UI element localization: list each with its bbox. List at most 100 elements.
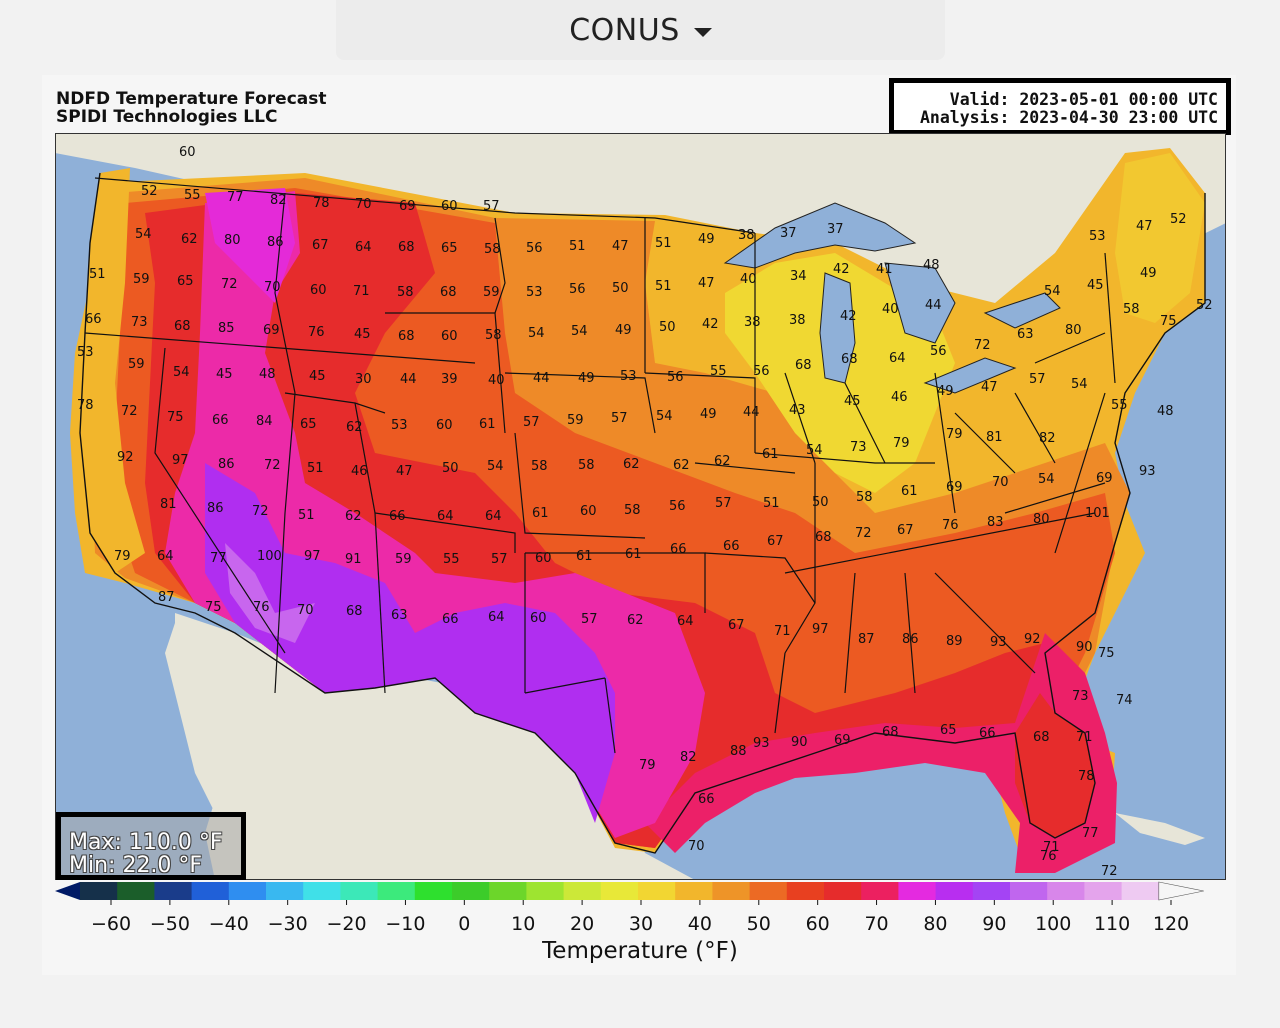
station-value-label: 72 [221, 277, 238, 292]
station-value-label: 97 [172, 453, 189, 468]
station-value-label: 68 [882, 725, 899, 740]
analysis-time: Analysis: 2023-04-30 23:00 UTC [919, 108, 1218, 127]
colorbar-tick-label: 100 [1035, 913, 1071, 935]
station-value-label: 77 [1082, 826, 1099, 841]
station-value-label: 54 [135, 227, 152, 242]
station-value-label: 86 [902, 632, 919, 647]
station-value-label: 83 [987, 515, 1004, 530]
station-value-label: 75 [205, 600, 222, 615]
colorbar-tick-label: 70 [864, 913, 888, 935]
station-value-label: 90 [1076, 640, 1093, 655]
station-value-label: 53 [620, 369, 637, 384]
station-value-label: 48 [259, 367, 276, 382]
station-value-label: 72 [121, 404, 138, 419]
colorbar-tick-label: −40 [209, 913, 249, 935]
station-value-label: 79 [946, 427, 963, 442]
station-value-label: 58 [1123, 302, 1140, 317]
station-value-label: 86 [218, 457, 235, 472]
station-value-label: 58 [397, 285, 414, 300]
station-value-label: 87 [858, 632, 875, 647]
temp-band-90s [205, 463, 615, 823]
cuba [1115, 813, 1205, 845]
station-value-label: 61 [625, 547, 642, 562]
station-value-label: 49 [700, 407, 717, 422]
colorbar-cell [154, 882, 193, 900]
station-value-label: 69 [834, 733, 851, 748]
map-frame [55, 133, 1226, 880]
station-value-label: 81 [986, 430, 1003, 445]
station-value-label: 67 [767, 534, 784, 549]
colorbar-cell-low [55, 882, 80, 900]
station-value-label: 87 [158, 590, 175, 605]
station-value-label: 85 [218, 321, 235, 336]
colorbar-cell [117, 882, 155, 900]
station-value-label: 78 [77, 398, 94, 413]
colorbar-cell [191, 882, 230, 900]
colorbar-tick-label: 120 [1153, 913, 1189, 935]
station-value-label: 80 [224, 233, 241, 248]
station-value-label: 77 [210, 551, 227, 566]
station-value-label: 63 [391, 608, 408, 623]
region-dropdown[interactable]: CONUS [336, 0, 945, 60]
station-value-label: 57 [581, 612, 598, 627]
station-value-label: 51 [89, 267, 106, 282]
station-value-label: 60 [530, 611, 547, 626]
station-value-label: 54 [571, 324, 588, 339]
station-value-label: 56 [569, 282, 586, 297]
station-value-label: 57 [523, 415, 540, 430]
colorbar-cell [414, 882, 453, 900]
station-value-label: 64 [677, 614, 694, 629]
colorbar-tick-label: −30 [268, 913, 308, 935]
station-value-label: 43 [789, 403, 806, 418]
station-value-label: 69 [263, 323, 280, 338]
station-value-label: 59 [567, 413, 584, 428]
colorbar-tick-label: 60 [806, 913, 830, 935]
station-value-label: 62 [673, 458, 690, 473]
station-value-label: 101 [1085, 506, 1110, 521]
station-value-label: 49 [1140, 266, 1157, 281]
station-value-label: 45 [844, 394, 861, 409]
station-value-label: 54 [487, 459, 504, 474]
colorbar-tick-label: 10 [511, 913, 535, 935]
station-value-label: 57 [715, 496, 732, 511]
station-value-label: 82 [270, 193, 287, 208]
station-value-label: 53 [77, 345, 94, 360]
station-value-label: 74 [1116, 693, 1133, 708]
colorbar-tick-label: 80 [923, 913, 947, 935]
station-value-label: 42 [702, 317, 719, 332]
conus-coastline [79, 172, 1206, 854]
colorbar-cell [675, 882, 713, 900]
colorbar-cell [80, 882, 118, 900]
station-value-label: 71 [774, 624, 791, 639]
station-value-label: 73 [1072, 689, 1089, 704]
station-value-label: 68 [1033, 730, 1050, 745]
station-value-label: 61 [479, 417, 496, 432]
station-value-label: 66 [979, 726, 996, 741]
station-value-label: 76 [308, 325, 325, 340]
station-value-label: 54 [1044, 284, 1061, 299]
station-value-label: 68 [398, 240, 415, 255]
station-value-label: 47 [1136, 219, 1153, 234]
station-value-label: 51 [655, 236, 672, 251]
station-value-label: 62 [345, 509, 362, 524]
colorbar: −60 −50 −40 −30 −20 −10 0 10 20 30 40 50 60 70 80 90 100… [55, 881, 1204, 964]
station-value-label: 75 [167, 410, 184, 425]
station-value-label: 51 [569, 239, 586, 254]
colorbar-tick-label: 0 [458, 913, 470, 935]
station-value-label: 72 [974, 338, 991, 353]
colorbar-cell [898, 882, 937, 900]
station-value-label: 54 [528, 326, 545, 341]
map-title: NDFD Temperature Forecast SPIDI Technolo… [56, 90, 327, 126]
station-value-label: 60 [535, 551, 552, 566]
station-value-label: 73 [850, 440, 867, 455]
colorbar-cell [935, 882, 974, 900]
station-value-label: 92 [117, 450, 134, 465]
station-value-label: 91 [345, 552, 362, 567]
colorbar-cell [712, 882, 751, 900]
station-value-label: 71 [353, 284, 370, 299]
colorbar-cell [861, 882, 899, 900]
station-value-label: 56 [930, 344, 947, 359]
colorbar-cell [563, 882, 602, 900]
station-value-label: 68 [841, 352, 858, 367]
map-title-line2: SPIDI Technologies LLC [56, 107, 278, 127]
